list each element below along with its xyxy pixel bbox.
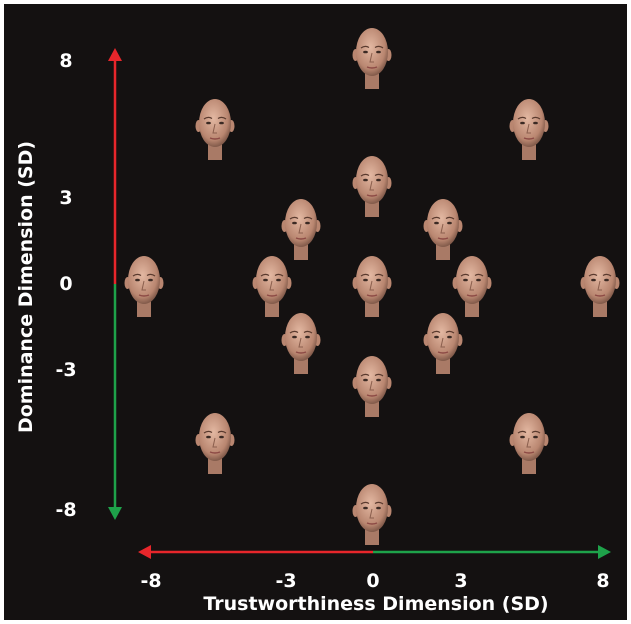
y-tick-label: 0 [59, 273, 73, 295]
trustworthiness-positive-arrowhead [598, 545, 611, 559]
face-thumbnail [195, 99, 235, 161]
x-tick-label: 8 [596, 570, 610, 592]
x-tick-label: 0 [366, 570, 380, 592]
face-thumbnail [352, 156, 392, 218]
x-tick-label: 3 [454, 570, 468, 592]
axis-arrows [108, 48, 611, 559]
face-thumbnail [124, 256, 164, 317]
face-thumbnail [580, 256, 620, 317]
trustworthiness-negative-arrowhead [138, 545, 151, 559]
face-thumbnail [452, 256, 492, 317]
face-thumbnail [195, 412, 235, 474]
face-thumbnail [423, 313, 463, 374]
face-thumbnail [509, 99, 549, 161]
y-tick-label: 3 [59, 187, 73, 209]
face-thumbnail [352, 355, 392, 417]
face-thumbnail [352, 256, 392, 317]
face-space-figure: Dominance Dimension (SD) 8 3 0 -3 -8 -8 … [4, 4, 627, 620]
dominance-positive-arrowhead [108, 48, 122, 61]
y-tick-label: 8 [59, 50, 73, 72]
y-tick-label: -3 [55, 359, 77, 381]
dominance-negative-arrowhead [108, 507, 122, 520]
face-thumbnail [509, 412, 549, 474]
y-tick-label: -8 [55, 499, 77, 521]
x-tick-label: -3 [275, 570, 297, 592]
y-axis-title: Dominance Dimension (SD) [15, 140, 37, 434]
face-thumbnail [423, 199, 463, 260]
x-axis-title: Trustworthiness Dimension (SD) [203, 593, 549, 615]
face-thumbnail [352, 484, 392, 545]
face-thumbnail [281, 313, 321, 374]
x-tick-label: -8 [140, 570, 162, 592]
face-thumbnail [281, 199, 321, 260]
face-thumbnail [252, 256, 292, 317]
face-thumbnail [352, 28, 392, 89]
